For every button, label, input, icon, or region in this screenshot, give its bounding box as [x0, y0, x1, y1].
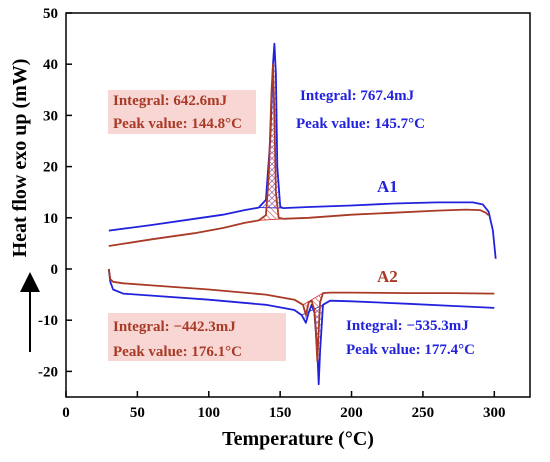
x-tick-label: 300: [483, 405, 506, 421]
y-tick-label: 40: [43, 57, 58, 73]
series-line-1: [108, 42, 497, 259]
x-tick-label: 50: [130, 405, 145, 421]
y-tick-label: 10: [43, 211, 58, 227]
y-tick-label: -10: [38, 313, 58, 329]
x-tick-label: 0: [62, 405, 70, 421]
y-tick-label: 0: [51, 262, 59, 278]
plot-frame: [65, 12, 531, 398]
y-tick-label: -20: [38, 364, 58, 380]
curve-label-a2: A2: [377, 267, 398, 286]
x-tick-label: 100: [198, 405, 221, 421]
a2-red-annotation-bg: [108, 313, 286, 361]
a1-blue-peak-label: Peak value: 145.7°C: [296, 116, 425, 132]
a1-blue-integral-label: Integral: 767.4mJ: [300, 88, 415, 104]
x-tick-label: 250: [412, 405, 435, 421]
x-tick-label: 200: [340, 405, 363, 421]
x-axis-title: Temperature (°C): [222, 428, 374, 450]
a2-red-peak-label: Peak value: 176.1°C: [113, 344, 242, 360]
a2-red-integral-label: Integral: −442.3mJ: [113, 319, 236, 335]
series-line-3: [107, 268, 495, 386]
series-line-4: [107, 268, 495, 363]
a1-red-annotation-bg: [108, 90, 256, 134]
series-group: [107, 42, 497, 386]
curve-label-a1: A1: [377, 177, 398, 196]
series-line-2: [108, 63, 490, 247]
a2-blue-peak-label: Peak value: 177.4°C: [346, 342, 475, 358]
a1-red-peak-label: Peak value: 144.8°C: [113, 116, 242, 132]
y-tick-label: 30: [43, 108, 58, 124]
x-tick-label: 150: [269, 405, 292, 421]
a1-red-integral-label: Integral: 642.6mJ: [113, 93, 228, 109]
a2-blue-integral-label: Integral: −535.3mJ: [346, 318, 469, 334]
y-tick-label: 20: [43, 160, 58, 176]
y-axis-title: Heat flow exo up (mW): [9, 59, 31, 258]
axis-ticks: 0 50 100 150 200 250 300 -20 -10 0 10 20 30 40 50: [38, 6, 506, 421]
a1-red-peak-fill-baseline: [258, 218, 284, 221]
a2-red-peak-fill-baseline: [302, 292, 324, 306]
y-tick-label: 50: [43, 6, 58, 22]
